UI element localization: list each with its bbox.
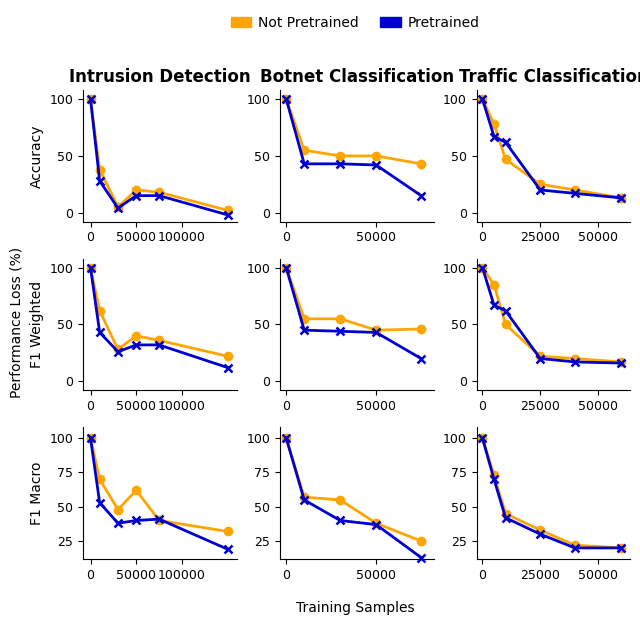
Y-axis label: Accuracy: Accuracy bbox=[30, 124, 44, 188]
Legend: Not Pretrained, Pretrained: Not Pretrained, Pretrained bbox=[225, 10, 485, 35]
Text: Performance Loss (%): Performance Loss (%) bbox=[10, 247, 24, 399]
Text: Traffic Classification: Traffic Classification bbox=[459, 68, 640, 86]
Y-axis label: F1 Weighted: F1 Weighted bbox=[30, 281, 44, 368]
Y-axis label: F1 Macro: F1 Macro bbox=[30, 461, 44, 525]
Text: Intrusion Detection: Intrusion Detection bbox=[69, 68, 251, 86]
Text: Training Samples: Training Samples bbox=[296, 601, 415, 615]
Text: Botnet Classification: Botnet Classification bbox=[260, 68, 454, 86]
